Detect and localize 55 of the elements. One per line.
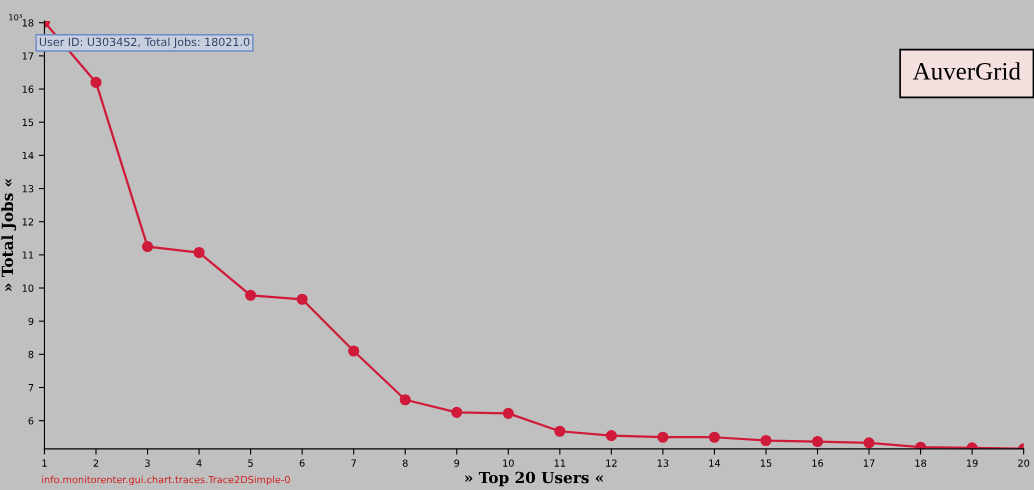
y-tick-label: 6: [28, 417, 34, 425]
x-tick-label: 3: [145, 459, 150, 467]
point: [193, 246, 205, 259]
point: [245, 289, 257, 301]
annotation: User ID: U3034S2, Total Jobs: 18021.0: [39, 37, 250, 49]
point: [296, 293, 308, 305]
y-tick-label: 10: [22, 284, 34, 292]
x-tick-label: 8: [402, 459, 408, 467]
x-tick-label: 9: [454, 459, 460, 467]
x-tick-label: 20: [1018, 459, 1030, 467]
y-tick-label: 18: [22, 19, 34, 27]
point: [605, 430, 617, 442]
point: [657, 431, 669, 443]
x-tick-label: 12: [606, 459, 617, 467]
point: [90, 76, 102, 88]
x-tick-label: 13: [657, 459, 669, 467]
x-tick-label: 11: [554, 459, 566, 467]
point: [554, 425, 566, 437]
x-tick-label: 2: [93, 459, 99, 467]
x-tick-label: 10: [503, 459, 514, 467]
y-tick-label: 16: [22, 85, 34, 93]
point: [708, 431, 720, 443]
y-tick-label: 11: [22, 251, 34, 259]
point: [399, 394, 411, 406]
y-tick-label: 17: [22, 52, 34, 60]
point: [348, 345, 360, 357]
x-tick-label: 18: [915, 459, 927, 467]
x-tick-label: 17: [863, 459, 875, 467]
y-tick-label: 8: [28, 350, 34, 359]
y-tick-label: 14: [22, 151, 34, 160]
x-tick-label: 16: [812, 459, 824, 467]
text: info.monitorenter.gui.chart.traces.Trace2DSimple-0: [42, 475, 290, 486]
point: [760, 434, 772, 447]
x-tick-label: 14: [709, 459, 721, 467]
y-tick-label: 15: [22, 118, 34, 127]
x-tick-label: 19: [967, 459, 978, 467]
y-tick-label: 13: [22, 185, 34, 193]
y-axis-title: » Total Jobs «: [1, 179, 17, 291]
point: [141, 241, 154, 253]
text: 10³: [9, 14, 22, 21]
y-tick-label: 12: [22, 218, 34, 226]
annotation: AuverGrid: [912, 62, 1021, 80]
y-tick-label: 7: [28, 384, 34, 392]
x-axis-title: » Top 20 Users «: [465, 471, 603, 487]
x-tick-label: 4: [196, 459, 202, 467]
x-tick-label: 7: [351, 459, 356, 467]
point: [863, 437, 875, 449]
point: [811, 435, 824, 448]
x-tick-label: 5: [248, 459, 253, 467]
x-tick-label: 1: [42, 459, 47, 467]
x-tick-label: 6: [299, 459, 305, 467]
x-tick-label: 15: [760, 459, 772, 467]
point: [451, 406, 463, 418]
y-tick-label: 9: [28, 317, 34, 325]
point: [502, 407, 514, 419]
